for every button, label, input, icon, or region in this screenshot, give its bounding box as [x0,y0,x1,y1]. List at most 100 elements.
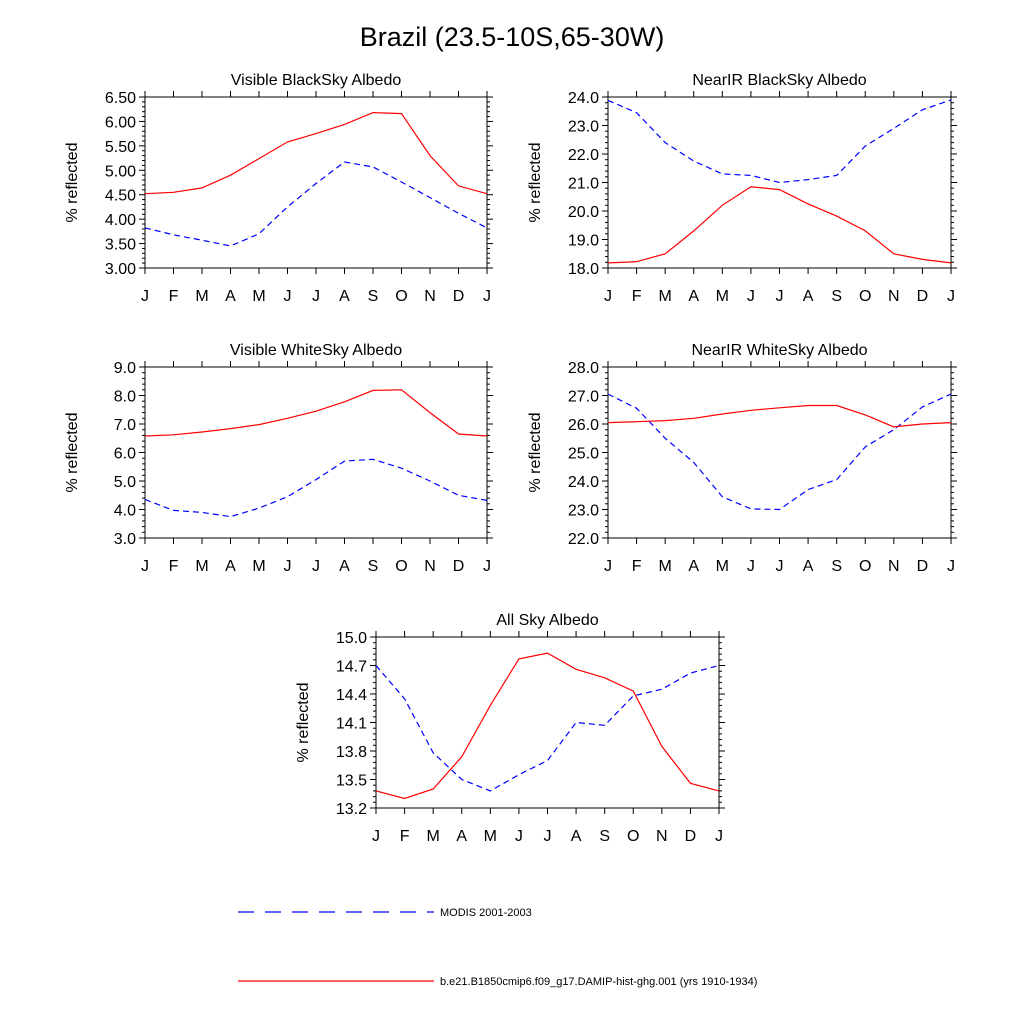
y-tick-label: 14.4 [336,687,367,704]
panel-title: NearIR BlackSky Albedo [692,72,866,89]
plot-frame [144,96,488,269]
panel-5: All Sky Albedo % reflected 13.2 13.5 13.8 14.… [295,612,725,845]
x-tick-label: M [659,558,672,575]
series-line-1 [375,664,720,792]
x-tick-label: M [716,558,729,575]
x-tick-label: F [169,558,179,575]
x-tick-label: A [225,288,236,305]
legend: MODIS 2001-2003 b.e21.B1850cmip6.f09_g17.… [238,907,757,988]
x-tick-label: S [831,288,842,305]
y-tick-label: 19.0 [568,233,599,250]
y-tick-label: 13.8 [336,744,367,761]
y-tick-label: 9.0 [114,360,136,377]
x-tick-label: N [424,558,436,575]
x-tick-label: D [685,828,697,845]
y-tick-label: 21.0 [568,176,599,193]
x-tick-label: O [859,558,871,575]
x-tick-label: D [453,558,465,575]
y-tick-label: 22.0 [568,531,599,548]
x-tick-label: J [141,558,149,575]
y-tick-label: 23.0 [568,119,599,136]
x-tick-label: M [195,558,208,575]
x-tick-label: N [888,558,900,575]
legend-label-1: MODIS 2001-2003 [440,907,532,919]
x-tick-label: N [888,288,900,305]
y-axis-label: % reflected [64,142,81,222]
x-tick-label: J [947,558,955,575]
y-tick-label: 20.0 [568,204,599,221]
x-tick-label: J [141,288,149,305]
y-tick-label: 25.0 [568,446,599,463]
x-tick-label: A [456,828,467,845]
panel-title: All Sky Albedo [496,612,598,629]
x-tick-label: J [515,828,523,845]
x-tick-label: N [656,828,668,845]
series-line-1 [144,458,488,518]
x-tick-label: O [395,558,407,575]
x-tick-label: J [776,288,784,305]
y-tick-label: 18.0 [568,261,599,278]
y-tick-label: 8.0 [114,389,136,406]
y-tick-label: 6.00 [105,114,136,131]
y-tick-label: 14.1 [336,716,367,733]
x-tick-label: J [604,288,612,305]
panel-1: Visible BlackSky Albedo % reflected 3.00 3.… [64,72,493,305]
y-tick-label: 3.50 [105,237,136,254]
x-tick-label: J [483,558,491,575]
x-tick-label: J [284,288,292,305]
x-tick-label: F [632,558,642,575]
panel-4: NearIR WhiteSky Albedo % reflected 22.0 23.… [527,342,957,575]
x-tick-label: J [604,558,612,575]
x-tick-label: D [917,558,929,575]
series-line-1 [607,99,952,184]
y-tick-label: 5.50 [105,139,136,156]
series-line-1 [144,161,488,247]
y-tick-label: 24.0 [568,90,599,107]
x-tick-label: M [659,288,672,305]
y-tick-label: 13.2 [336,801,367,818]
y-axis-label: % reflected [295,682,312,762]
x-tick-label: J [483,288,491,305]
x-tick-label: A [571,828,582,845]
legend-label-2: b.e21.B1850cmip6.f09_g17.DAMIP-hist-ghg.… [440,976,757,988]
y-tick-label: 7.0 [114,417,136,434]
x-tick-label: M [716,288,729,305]
plot-frame [607,366,952,539]
x-tick-label: S [368,288,379,305]
y-tick-label: 6.0 [114,446,136,463]
panel-2: NearIR BlackSky Albedo % reflected 18.0 19.… [527,72,957,305]
y-tick-label: 27.0 [568,389,599,406]
y-axis-label: % reflected [64,412,81,492]
y-tick-label: 14.7 [336,659,367,676]
x-tick-label: J [544,828,552,845]
y-axis-label: % reflected [527,412,544,492]
x-tick-label: A [803,558,814,575]
x-tick-label: A [688,558,699,575]
x-tick-label: A [339,558,350,575]
x-tick-label: O [395,288,407,305]
series-line-2 [144,111,488,195]
x-tick-label: D [917,288,929,305]
x-tick-label: M [252,558,265,575]
y-tick-label: 6.50 [105,90,136,107]
y-tick-label: 28.0 [568,360,599,377]
x-tick-label: J [947,288,955,305]
x-tick-label: S [599,828,610,845]
x-tick-label: M [484,828,497,845]
series-line-1 [607,393,952,511]
x-tick-label: S [831,558,842,575]
x-tick-label: J [372,828,380,845]
y-tick-label: 23.0 [568,503,599,520]
y-tick-label: 24.0 [568,474,599,491]
y-tick-label: 5.00 [105,163,136,180]
x-tick-label: F [400,828,410,845]
y-tick-label: 5.0 [114,474,136,491]
y-tick-label: 26.0 [568,417,599,434]
panel-title: NearIR WhiteSky Albedo [691,342,867,359]
x-tick-label: J [715,828,723,845]
x-tick-label: D [453,288,465,305]
figure-title: Brazil (23.5-10S,65-30W) [359,22,665,52]
x-tick-label: O [627,828,639,845]
panel-title: Visible BlackSky Albedo [231,72,402,89]
y-tick-label: 4.00 [105,212,136,229]
